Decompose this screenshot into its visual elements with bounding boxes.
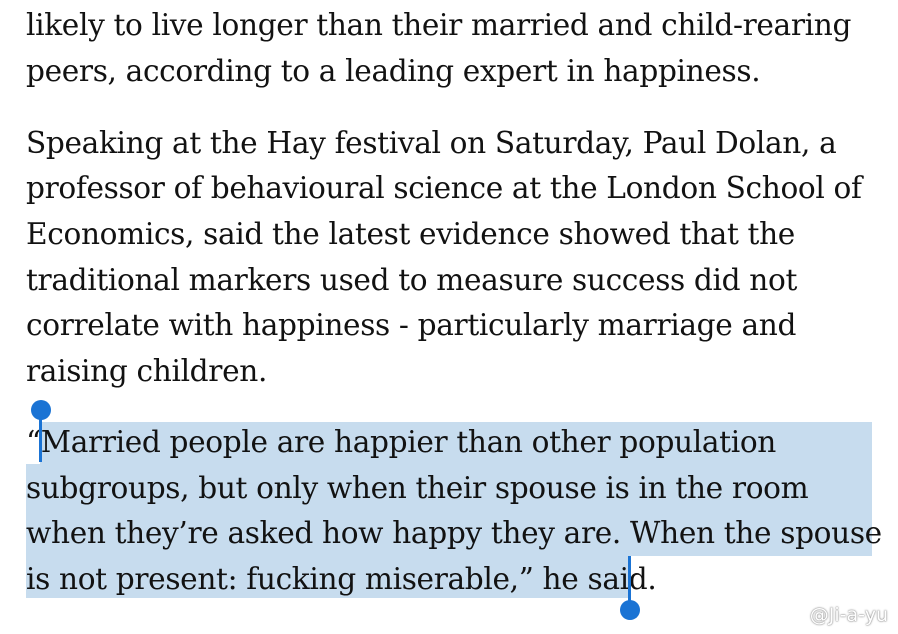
- selection-highlight-line-4: [26, 556, 630, 598]
- selection-highlight-line-1: [40, 422, 872, 464]
- paragraph-1-line-1: likely to live longer than their married…: [26, 8, 852, 42]
- weibo-logo-icon: [777, 606, 804, 626]
- watermark-text: @Ji-a-yu: [809, 604, 888, 626]
- watermark: @Ji-a-yu: [777, 604, 888, 626]
- selection-highlight-line-3: [26, 510, 872, 556]
- paragraph-3-line-1[interactable]: “Married people are happier than other p…: [26, 425, 776, 459]
- paragraph-2-line-4: traditional markers used to measure succ…: [26, 263, 798, 297]
- selection-start-caret[interactable]: [39, 412, 42, 462]
- paragraph-1-line-2: peers, according to a leading expert in …: [26, 54, 761, 88]
- paragraph-3-line-3[interactable]: when they’re asked how happy they are. W…: [26, 516, 882, 550]
- paragraph-2-line-5: correlate with happiness - particularly …: [26, 308, 797, 342]
- selection-start-handle-knob[interactable]: [31, 400, 51, 420]
- paragraph-3-line-2[interactable]: subgroups, but only when their spouse is…: [26, 471, 809, 505]
- selection-end-caret[interactable]: [628, 556, 631, 606]
- selection-highlight-line-2: [26, 464, 872, 510]
- paragraph-2-line-3: Economics, said the latest evidence show…: [26, 217, 795, 251]
- paragraph-3-line-4[interactable]: is not present: fucking miserable,” he s…: [26, 562, 657, 596]
- paragraph-2-line-6: raising children.: [26, 354, 268, 388]
- paragraph-2-line-2: professor of behavioural science at the …: [26, 171, 862, 205]
- paragraph-2-line-1: Speaking at the Hay festival on Saturday…: [26, 126, 837, 160]
- selection-end-handle-knob[interactable]: [620, 600, 640, 620]
